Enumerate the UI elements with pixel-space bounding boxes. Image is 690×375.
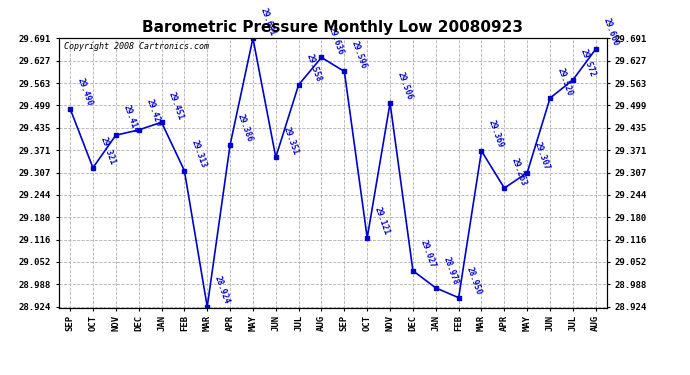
Text: 28.950: 28.950: [464, 266, 482, 296]
Title: Barometric Pressure Monthly Low 20080923: Barometric Pressure Monthly Low 20080923: [142, 20, 524, 35]
Text: 29.660: 29.660: [601, 17, 620, 48]
Text: 29.369: 29.369: [487, 119, 506, 150]
Text: 29.691: 29.691: [259, 6, 277, 37]
Text: 29.307: 29.307: [533, 141, 551, 171]
Text: 29.451: 29.451: [167, 90, 186, 121]
Text: 29.506: 29.506: [395, 71, 414, 102]
Text: 29.027: 29.027: [418, 239, 437, 269]
Text: 29.386: 29.386: [235, 113, 254, 144]
Text: 29.313: 29.313: [190, 139, 208, 169]
Text: 29.490: 29.490: [76, 76, 94, 107]
Text: 29.520: 29.520: [555, 66, 574, 97]
Text: 29.414: 29.414: [121, 103, 140, 134]
Text: 29.558: 29.558: [304, 53, 323, 83]
Text: 29.321: 29.321: [99, 136, 117, 166]
Text: 29.263: 29.263: [510, 156, 529, 187]
Text: 29.572: 29.572: [578, 48, 597, 78]
Text: Copyright 2008 Cartronics.com: Copyright 2008 Cartronics.com: [64, 42, 209, 51]
Text: 29.596: 29.596: [350, 39, 368, 70]
Text: 28.924: 28.924: [213, 275, 231, 305]
Text: 28.978: 28.978: [442, 256, 460, 286]
Text: 29.429: 29.429: [144, 98, 163, 129]
Text: 29.121: 29.121: [373, 206, 391, 236]
Text: 29.636: 29.636: [327, 26, 346, 56]
Text: 29.351: 29.351: [282, 125, 299, 156]
